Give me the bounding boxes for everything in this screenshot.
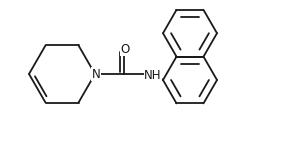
Text: N: N [92, 67, 100, 81]
Text: NH: NH [144, 69, 162, 81]
Text: O: O [120, 42, 130, 56]
